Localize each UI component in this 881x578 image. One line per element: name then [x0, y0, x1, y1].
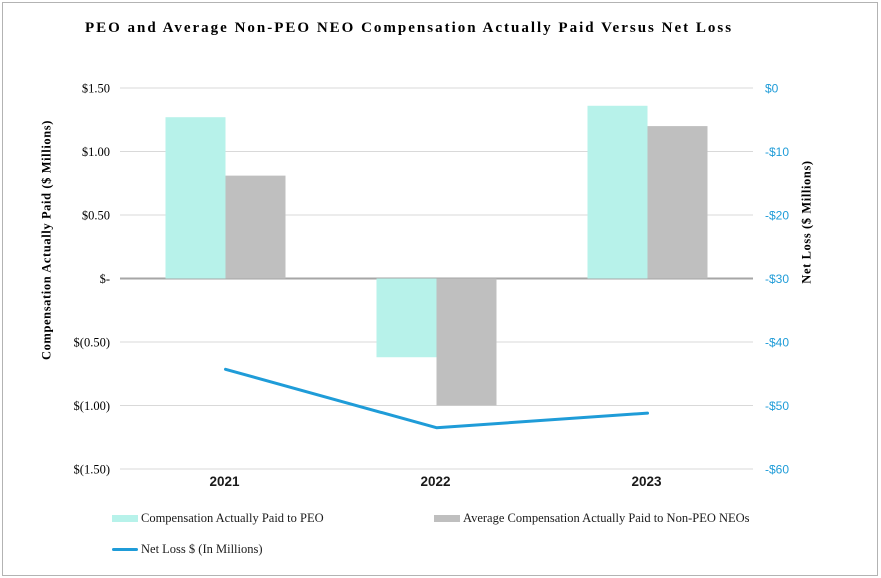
legend-item-non-peo: Average Compensation Actually Paid to No…: [434, 511, 750, 526]
right-axis-tick-label: -$10: [765, 145, 789, 159]
legend-label-non-peo: Average Compensation Actually Paid to No…: [463, 511, 750, 525]
bar-non-peo-2023: [647, 126, 708, 279]
left-axis-tick-label: $1.50: [82, 82, 110, 96]
legend-swatch-non-peo: [434, 515, 460, 522]
bar-peo-2023: [587, 105, 648, 279]
legend-label-net-loss: Net Loss $ (In Millions): [141, 542, 263, 556]
right-axis-tick-label: -$30: [765, 272, 789, 286]
left-axis-tick-label: $(0.50): [74, 336, 110, 350]
legend-item-net-loss: Net Loss $ (In Millions): [112, 542, 263, 557]
chart-title: PEO and Average Non-PEO NEO Compensation…: [84, 20, 734, 36]
right-axis-tick-label: -$40: [765, 336, 789, 350]
x-axis-category-label-2022: 2022: [420, 474, 450, 489]
net-loss-line: [224, 367, 649, 430]
legend-label-peo: Compensation Actually Paid to PEO: [141, 511, 324, 525]
bar-peo-2021: [165, 117, 226, 279]
right-axis-tick-label: -$50: [765, 399, 789, 413]
x-axis-category-label-2023: 2023: [631, 474, 662, 489]
right-axis-tick-label: -$60: [765, 463, 789, 477]
left-axis-tick-label: $(1.00): [74, 399, 110, 413]
left-axis-tick-label: $0.50: [82, 209, 110, 223]
left-axis-tick-label: $-: [100, 272, 110, 286]
bar-peo-2022: [376, 278, 437, 358]
right-axis-tick-label: -$20: [765, 209, 789, 223]
bar-non-peo-2021: [225, 175, 286, 279]
legend-item-peo: Compensation Actually Paid to PEO: [112, 511, 324, 526]
legend-swatch-net-loss: [112, 547, 138, 552]
legend-swatch-peo: [112, 515, 138, 522]
bar-non-peo-2022: [436, 278, 497, 406]
left-axis-tick-label: $1.00: [82, 145, 110, 159]
right-axis-tick-label: $0: [765, 82, 779, 96]
x-axis-category-label-2021: 2021: [209, 474, 240, 489]
left-axis-tick-label: $(1.50): [74, 463, 110, 477]
